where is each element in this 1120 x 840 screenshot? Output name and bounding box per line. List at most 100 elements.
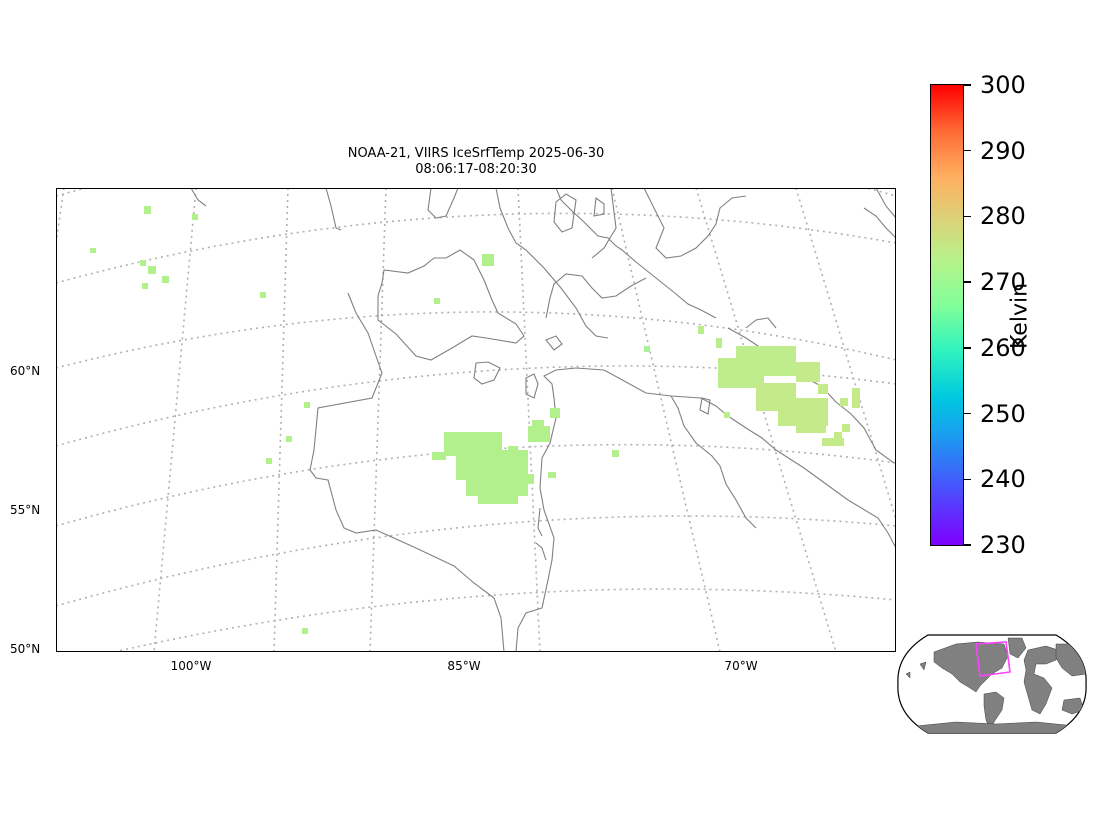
map-canvas	[56, 188, 896, 652]
coastline-island-north1	[553, 193, 577, 233]
data-pixel	[842, 424, 850, 432]
coastline-hudson-bay-west	[309, 292, 505, 652]
inset-globe-canvas	[897, 634, 1087, 734]
data-pixel	[192, 214, 198, 220]
data-pixel	[822, 438, 844, 446]
coastline-ungava	[670, 395, 757, 529]
data-pixel	[736, 346, 796, 376]
inset-greenland	[1007, 637, 1027, 659]
coastline-foxe-basin	[495, 188, 717, 339]
lon-label-100w: 100°W	[170, 659, 212, 673]
colorbar-tick	[964, 478, 971, 481]
colorbar-tick	[964, 281, 971, 283]
data-pixel	[266, 458, 272, 464]
data-pixel	[834, 432, 842, 440]
data-pixel	[162, 276, 169, 283]
coastline-james-bay-islands	[535, 507, 547, 561]
coastline-southampton	[377, 249, 525, 361]
data-pixel	[644, 346, 650, 352]
data-pixel	[466, 474, 528, 496]
map-title-line1: NOAA-21, VIIRS IceSrfTemp 2025-06-30	[347, 146, 605, 161]
data-pixel	[508, 446, 518, 454]
coastline-island-belcher	[473, 361, 501, 385]
data-pixel	[532, 420, 544, 428]
graticule-lon	[369, 188, 387, 652]
inset-pacific-islands	[905, 661, 927, 679]
coastline-labrador	[745, 317, 777, 329]
colorbar-tick-label: 270	[980, 268, 1026, 297]
data-pixel	[698, 326, 704, 334]
data-pixel	[142, 283, 148, 289]
colorbar-label: Kelvin	[1007, 282, 1033, 350]
lon-label-70w: 70°W	[724, 659, 758, 673]
coastline-island-small	[525, 373, 539, 399]
colorbar	[930, 84, 964, 546]
coastline-greenland-tip	[863, 188, 896, 239]
graticule-lon	[695, 188, 837, 652]
data-pixel	[144, 206, 151, 214]
colorbar-tick-label: 230	[980, 531, 1026, 559]
data-pixel	[148, 266, 156, 274]
data-pixel	[478, 492, 518, 504]
colorbar-tick	[964, 412, 971, 415]
graticule	[56, 188, 896, 652]
colorbar-tick-label: 280	[980, 202, 1026, 231]
coastline-baffin	[545, 188, 747, 319]
lat-label-55n: 55°N	[10, 503, 41, 517]
data-pixel	[302, 628, 308, 634]
lon-label-85w: 85°W	[447, 659, 481, 673]
graticule-lon	[153, 188, 197, 652]
inset-globe	[896, 634, 1088, 734]
colorbar-tick-label: 300	[980, 71, 1026, 99]
inset-region-outline	[975, 641, 1011, 677]
data-pixel	[724, 412, 730, 418]
map-area[interactable]	[56, 188, 896, 652]
graticule-lon	[56, 188, 65, 249]
coastline-island-north2	[593, 196, 605, 217]
data-pixel	[90, 248, 96, 253]
graticule-lat	[56, 212, 896, 284]
graticule-lat	[110, 588, 896, 652]
map-title-line2: 08:06:17-08:20:30	[415, 162, 537, 177]
data-pixel	[260, 292, 266, 298]
map-title: NOAA-21, VIIRS IceSrfTemp 2025-06-30 08:…	[56, 146, 896, 178]
data-pixel	[548, 472, 554, 478]
coastline-island-coats	[545, 335, 563, 351]
colorbar-tick	[964, 215, 971, 218]
coastline-island-labrador-sea	[699, 397, 711, 415]
graticule-lon	[611, 188, 721, 652]
colorbar-tick	[964, 347, 971, 349]
inset-south-america	[983, 691, 1005, 731]
ice-surface-temperature-data	[90, 206, 860, 634]
data-pixel	[716, 338, 722, 348]
data-pixel	[140, 260, 146, 266]
data-pixel	[466, 458, 486, 474]
data-pixel	[550, 408, 560, 418]
data-pixel	[840, 398, 848, 406]
data-pixel	[852, 388, 860, 408]
inset-australia	[1061, 697, 1085, 715]
data-pixel	[524, 474, 534, 484]
data-pixel	[432, 452, 446, 460]
coastline-hudson-bay-south	[515, 367, 896, 652]
colorbar-tick-label: 260	[980, 333, 1026, 362]
data-pixel	[286, 436, 292, 442]
data-pixel	[796, 362, 820, 382]
colorbar-tick-label: 250	[980, 399, 1026, 428]
data-pixel	[612, 450, 619, 457]
data-pixel	[796, 413, 826, 433]
colorbar-tick-label: 240	[980, 465, 1026, 494]
graticule-lat	[56, 188, 896, 197]
data-pixel	[818, 384, 828, 394]
data-pixel	[304, 402, 310, 408]
lat-label-60n: 60°N	[10, 364, 41, 378]
colorbar-tick	[964, 84, 971, 86]
colorbar-tick-label: 290	[980, 136, 1026, 165]
lat-label-50n: 50°N	[10, 642, 41, 656]
colorbar-tick	[964, 149, 971, 152]
graticule-lat	[56, 515, 896, 607]
inset-antarctica	[915, 721, 1077, 733]
graticule-lon	[273, 188, 289, 652]
data-pixel	[528, 426, 550, 442]
data-pixel	[434, 298, 440, 304]
